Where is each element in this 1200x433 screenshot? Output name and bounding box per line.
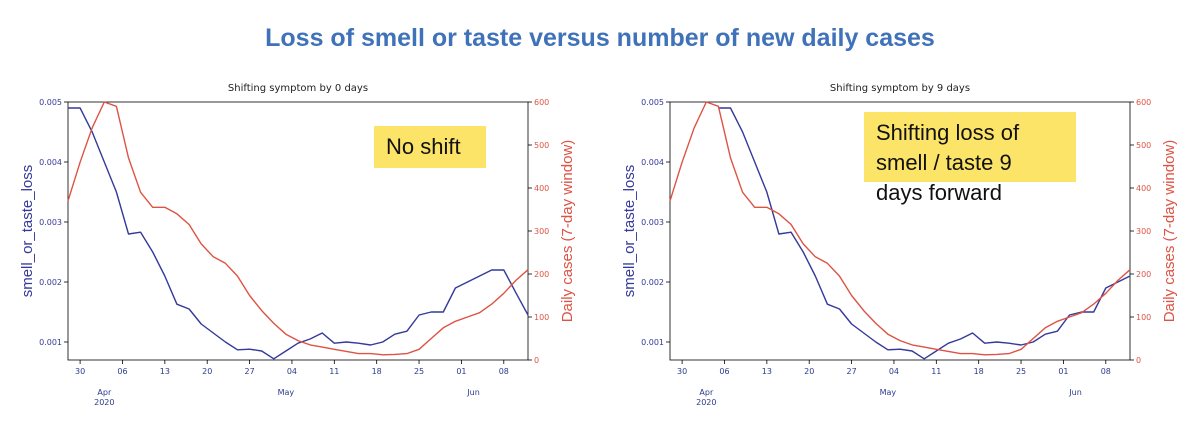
x-tick-label: 04	[287, 367, 297, 376]
x-tick-label: 13	[160, 367, 170, 376]
x-month-label: Apr	[97, 388, 112, 397]
y-left-tick-label: 0.005	[641, 98, 664, 107]
series-line-smell-taste-loss	[68, 107, 529, 360]
chart-svg: Shifting symptom by 9 days 0.001 0.002 0.00…	[621, 83, 1178, 407]
callout-no-shift: No shift	[374, 126, 486, 168]
x-year-label: 2020	[94, 398, 114, 407]
chart-svg: Shifting symptom by 0 days 0.001 0.002 0.00…	[19, 83, 576, 407]
y-left-tick-label: 0.005	[39, 98, 62, 107]
y-right-tick-label: 400	[534, 184, 549, 193]
x-tick-label: 04	[889, 367, 899, 376]
x-tick-label: 13	[762, 367, 772, 376]
series-line-daily-cases	[669, 101, 1131, 356]
y-right-tick-label: 200	[534, 270, 549, 279]
y-left-tick-label: 0.002	[641, 278, 664, 287]
x-month-label: Apr	[699, 388, 714, 397]
y-left-tick-label: 0.004	[641, 158, 664, 167]
y-right-tick-label: 400	[1136, 184, 1151, 193]
x-month-label: May	[880, 388, 897, 397]
x-tick-label: 25	[414, 367, 424, 376]
x-tick-label: 30	[75, 367, 85, 376]
y-right-tick-label: 300	[534, 227, 549, 236]
y-left-tick-label: 0.003	[39, 218, 62, 227]
x-tick-label: 11	[931, 367, 941, 376]
series-line-smell-taste-loss	[718, 107, 1131, 360]
y-right-tick-label: 300	[1136, 227, 1151, 236]
x-tick-label: 25	[1016, 367, 1026, 376]
chart-title: Shifting symptom by 0 days	[228, 83, 368, 94]
y-left-tick-label: 0.002	[39, 278, 62, 287]
chart-panel-shift-9-days: Shifting symptom by 9 days 0.001 0.002 0.00…	[612, 72, 1197, 417]
page-headline: Loss of smell or taste versus number of …	[265, 24, 935, 52]
y-right-tick-label: 600	[534, 98, 549, 107]
x-tick-label: 01	[1058, 367, 1068, 376]
x-tick-label: 06	[719, 367, 729, 376]
x-month-label: May	[278, 388, 295, 397]
x-month-label: Jun	[466, 388, 480, 397]
y-right-tick-label: 100	[1136, 313, 1151, 322]
x-tick-label: 01	[456, 367, 466, 376]
y-right-axis-title: Daily cases (7-day window)	[559, 140, 576, 323]
y-right-tick-label: 600	[1136, 98, 1151, 107]
x-tick-label: 27	[846, 367, 856, 376]
x-tick-label: 20	[202, 367, 212, 376]
y-right-tick-label: 500	[534, 141, 549, 150]
y-right-tick-label: 0	[1136, 356, 1141, 365]
y-left-axis-title: smell_or_taste_loss	[19, 165, 36, 298]
y-right-tick-label: 500	[1136, 141, 1151, 150]
x-tick-label: 20	[804, 367, 814, 376]
x-tick-label: 06	[117, 367, 127, 376]
y-right-tick-label: 100	[534, 313, 549, 322]
x-year-label: 2020	[696, 398, 716, 407]
x-tick-label: 30	[677, 367, 687, 376]
y-left-tick-label: 0.001	[39, 338, 62, 347]
chart-panel-no-shift: Shifting symptom by 0 days 0.001 0.002 0.00…	[10, 72, 595, 417]
x-tick-label: 11	[329, 367, 339, 376]
x-tick-label: 18	[974, 367, 984, 376]
y-right-tick-label: 200	[1136, 270, 1151, 279]
y-left-tick-label: 0.001	[641, 338, 664, 347]
series-line-daily-cases	[67, 101, 529, 356]
x-tick-label: 08	[1101, 367, 1111, 376]
x-tick-label: 27	[244, 367, 254, 376]
x-month-label: Jun	[1068, 388, 1082, 397]
x-tick-label: 18	[372, 367, 382, 376]
callout-shift-9-days: Shifting loss of smell / taste 9 days fo…	[864, 112, 1076, 205]
chart-title: Shifting symptom by 9 days	[830, 83, 970, 94]
y-right-tick-label: 0	[534, 356, 539, 365]
y-left-tick-label: 0.004	[39, 158, 62, 167]
y-right-axis-title: Daily cases (7-day window)	[1161, 140, 1178, 323]
y-left-tick-label: 0.003	[641, 218, 664, 227]
x-tick-label: 08	[499, 367, 509, 376]
y-left-axis-title: smell_or_taste_loss	[621, 165, 638, 298]
